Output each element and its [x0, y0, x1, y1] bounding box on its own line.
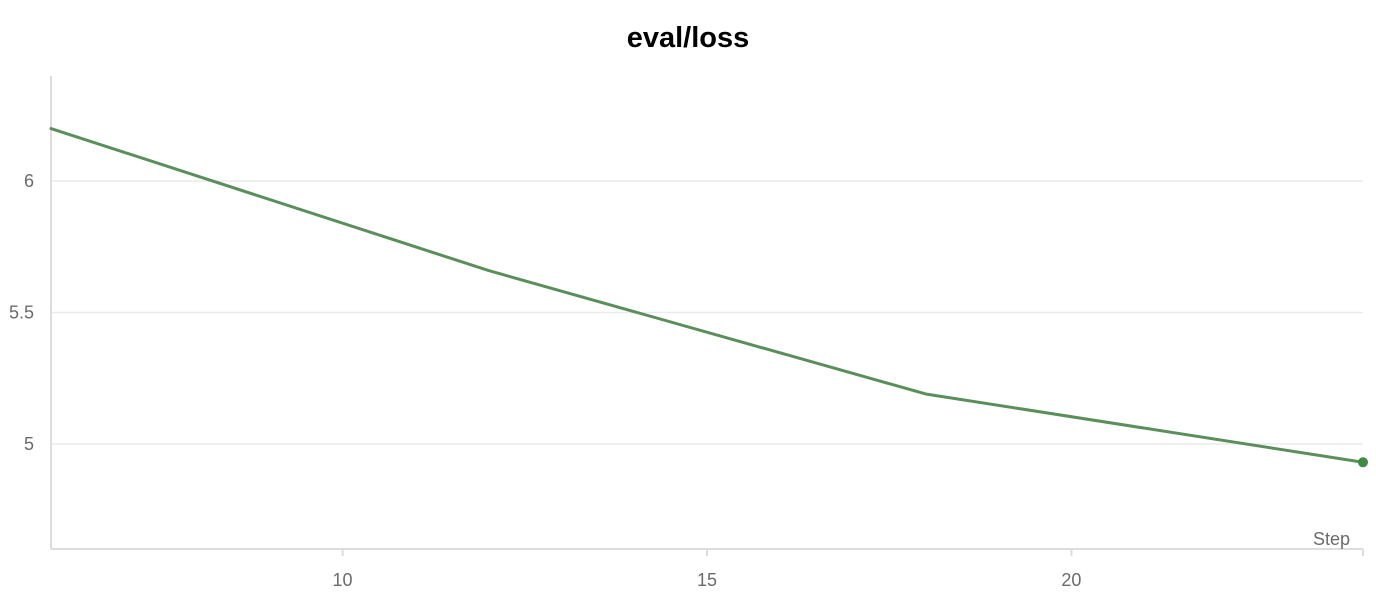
x-tick-label: 10 [333, 570, 353, 590]
series-line [49, 127, 1365, 464]
y-tick-label: 6 [24, 171, 34, 191]
y-tick-label: 5.5 [9, 303, 34, 323]
grid-lines [51, 180, 1363, 445]
x-tick-label: 15 [697, 570, 717, 590]
tick-labels: 5 5.5 6 10 15 20 [9, 171, 1081, 590]
series-end-point [1358, 457, 1368, 468]
series [49, 127, 1368, 468]
axes [50, 76, 1364, 556]
y-tick-label: 5 [24, 434, 34, 454]
chart-title: eval/loss [626, 22, 750, 54]
x-axis-label: Step [1313, 529, 1350, 549]
x-tick-label: 20 [1061, 570, 1081, 590]
